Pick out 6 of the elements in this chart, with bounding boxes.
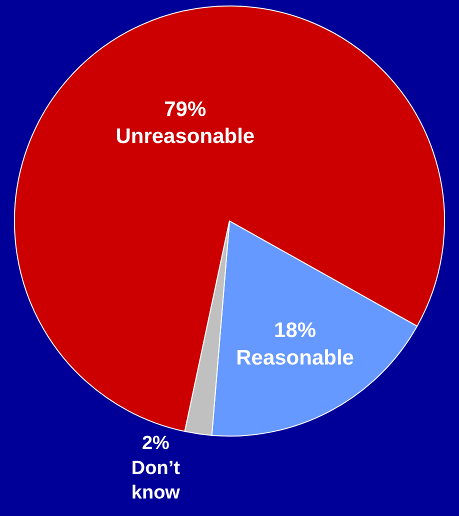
slice-label: Don’t know [131,458,181,504]
slice-label: Reasonable [236,346,354,370]
data-label: 79% [164,98,206,121]
data-label: 18% [274,319,316,342]
data-label: 2% [142,433,170,454]
slice-label: Unreasonable [116,125,255,148]
